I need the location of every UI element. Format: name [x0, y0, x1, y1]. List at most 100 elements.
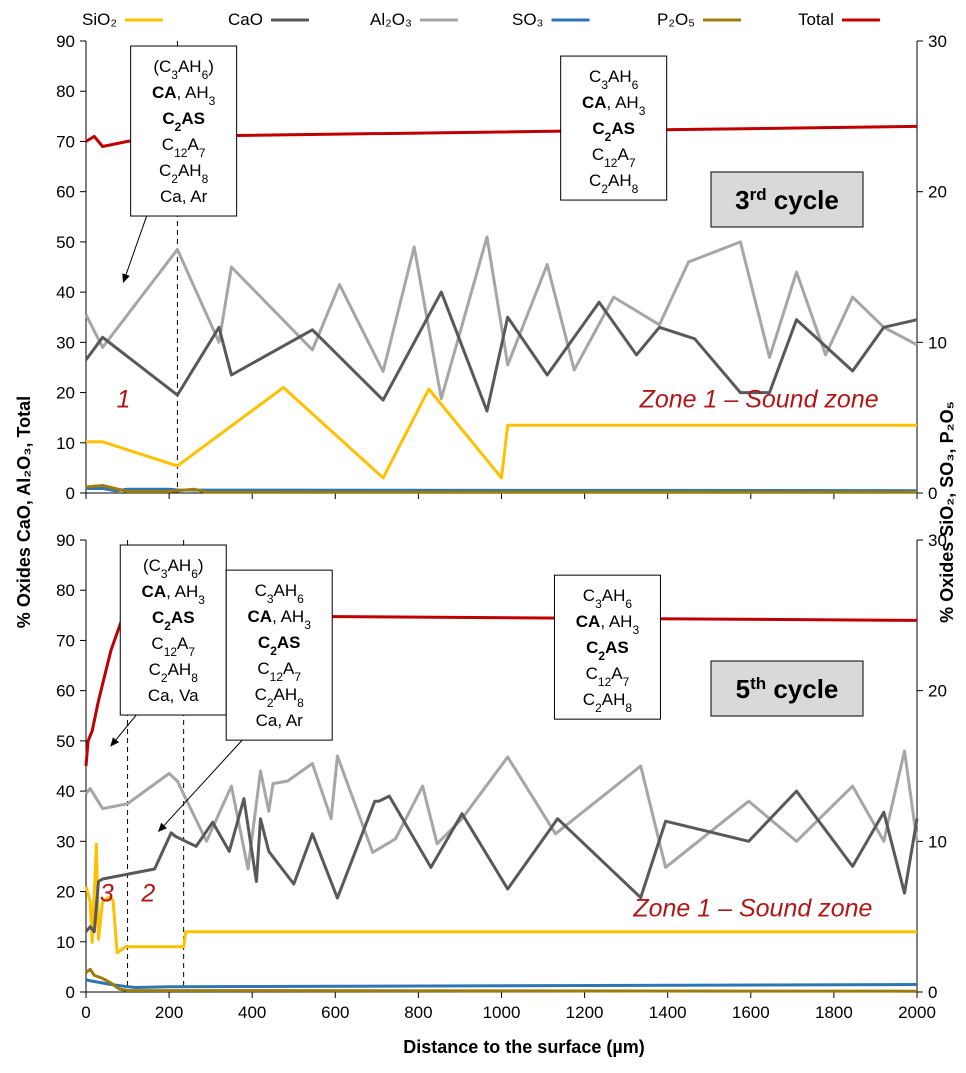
phase-box-line: Ca, Ar [256, 711, 304, 730]
series-line-sio [86, 386, 917, 480]
phase-box-line: CA, AH3 [152, 83, 216, 108]
y-left-tick-label: 20 [56, 384, 75, 403]
box-text-subscript: 12 [598, 675, 612, 689]
legend-item-cao: CaO [228, 10, 309, 29]
box-text-sep: , [182, 187, 191, 206]
phase-box-line: Ca, Va [148, 686, 199, 705]
series-line-alo [84, 235, 918, 401]
box-text-run: CA [248, 607, 273, 626]
zone-label: 1 [116, 386, 130, 414]
x-tick-label: 200 [155, 1003, 183, 1022]
phase-box-line: C12A7 [162, 135, 206, 160]
phase-box-arrow [110, 714, 137, 747]
y-right-tick-label: 30 [928, 32, 947, 51]
cycle-suffix: rd [750, 185, 767, 204]
box-text-subscript: 6 [297, 592, 304, 606]
y-left-tick-label: 70 [56, 132, 75, 151]
box-text-subscript: 3 [161, 567, 168, 581]
box-text-sep: , [166, 582, 175, 601]
phase-box-line: C2AH8 [589, 171, 639, 196]
cycle-suffix: th [750, 674, 766, 693]
y-left-tick-label: 60 [56, 183, 75, 202]
y-left-tick-label: 60 [56, 682, 75, 701]
box-text-subscript: 7 [629, 156, 636, 170]
box-text-run: C [162, 109, 174, 128]
box-text-run: C [586, 664, 598, 683]
box-text-run: AH [609, 612, 633, 631]
box-text-run: C [149, 660, 161, 679]
phase-box-line: C3AH6 [589, 67, 639, 92]
box-text-run: AS [181, 109, 205, 128]
box-text-subscript: 3 [304, 618, 311, 632]
box-text-run: Ar [286, 711, 303, 730]
phase-box-line: CA, AH3 [248, 607, 312, 632]
x-tick-label: 0 [81, 1003, 90, 1022]
box-text-sep: , [177, 83, 186, 102]
y-right-tick-label: 0 [928, 484, 937, 503]
box-text-run: AS [611, 119, 635, 138]
box-text-run: A [611, 664, 623, 683]
box-text-run: AH [185, 83, 209, 102]
box-text-run: C [592, 119, 604, 138]
x-tick-label: 1200 [566, 1003, 604, 1022]
series-line-po [85, 967, 918, 993]
box-text-subscript: 3 [267, 592, 274, 606]
box-text-subscript: 3 [639, 104, 646, 118]
box-text-subscript: 12 [164, 645, 178, 659]
box-text-run: Ca [148, 686, 170, 705]
y-axis-left-title: % Oxides CaO, Al₂O₃, Total [14, 396, 34, 628]
cycle-label: 3rd cycle [710, 171, 864, 228]
box-text-run: AH [168, 660, 192, 679]
box-text-run: AH [274, 581, 298, 600]
y-left-tick-label: 50 [56, 233, 75, 252]
box-text-subscript: 3 [198, 593, 205, 607]
box-text-run: AS [277, 633, 301, 652]
phase-box-line: C2AH8 [255, 685, 305, 710]
cycle-label-frame [710, 660, 864, 717]
box-text-run: AS [171, 608, 195, 627]
phase-box-line: (C3AH6) [143, 556, 204, 581]
box-text-subscript: 12 [174, 146, 188, 160]
phase-box-line: C12A7 [586, 664, 630, 689]
box-text-run: AH [608, 67, 632, 86]
box-text-sep: , [600, 612, 609, 631]
y-left-tick-label: 20 [56, 883, 75, 902]
y-axis-right-title: % Oxides SiO₂, SO₃, P₂O₅ [937, 401, 957, 623]
legend-item-sio2: SiO₂ [82, 10, 163, 29]
cycle-number: 3 [735, 185, 749, 215]
box-text-run: C [151, 634, 163, 653]
box-text-run: C [258, 633, 270, 652]
box-text-run: C [152, 608, 164, 627]
zone-label: 3 [100, 880, 114, 908]
legend-label: CaO [228, 10, 263, 29]
box-text-subscript: 6 [202, 68, 209, 82]
cycle-label-text: 5th cycle [736, 674, 839, 705]
box-text-subscript: 3 [601, 78, 608, 92]
box-text-run: Va [179, 686, 199, 705]
box-text-subscript: 3 [171, 68, 178, 82]
phase-box-arrow [158, 739, 243, 833]
box-text-run: C [162, 135, 174, 154]
box-text-run: CA [142, 582, 167, 601]
box-text-subscript: 7 [623, 675, 630, 689]
legend: SiO₂ CaO Al₂O₃ SO₃ P₂O₅ Total [82, 10, 880, 29]
phase-box-line: (C3AH6) [153, 57, 214, 82]
box-text-run: AH [178, 57, 202, 76]
x-axis-title: Distance to the surface (µm) [403, 1037, 644, 1057]
y-left-tick-label: 80 [56, 581, 75, 600]
y-right-tick-label: 0 [928, 983, 937, 1002]
cycle-label-frame [710, 171, 864, 228]
series-line-so [86, 487, 918, 493]
phase-box-line: C12A7 [592, 145, 636, 170]
box-text-run: AH [608, 171, 632, 190]
box-text-subscript: 3 [209, 94, 216, 108]
axes-common: Distance to the surface (µm) % Oxides Ca… [14, 396, 957, 1057]
series-line-alo [84, 749, 919, 871]
box-text-subscript: 2 [598, 649, 605, 663]
